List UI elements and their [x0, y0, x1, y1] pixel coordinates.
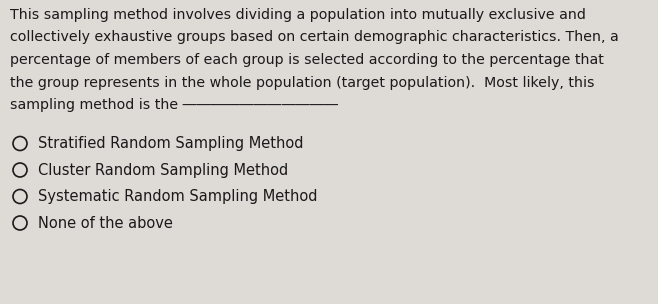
Text: None of the above: None of the above — [38, 216, 173, 230]
Text: the group represents in the whole population (target population).  Most likely, : the group represents in the whole popula… — [10, 75, 594, 89]
Text: collectively exhaustive groups based on certain demographic characteristics. The: collectively exhaustive groups based on … — [10, 30, 619, 44]
Text: percentage of members of each group is selected according to the percentage that: percentage of members of each group is s… — [10, 53, 604, 67]
Text: Stratified Random Sampling Method: Stratified Random Sampling Method — [38, 136, 303, 151]
Text: sampling method is the ―――――――――――: sampling method is the ――――――――――― — [10, 98, 338, 112]
Text: Cluster Random Sampling Method: Cluster Random Sampling Method — [38, 163, 288, 178]
Text: Systematic Random Sampling Method: Systematic Random Sampling Method — [38, 189, 318, 204]
Text: This sampling method involves dividing a population into mutually exclusive and: This sampling method involves dividing a… — [10, 8, 586, 22]
